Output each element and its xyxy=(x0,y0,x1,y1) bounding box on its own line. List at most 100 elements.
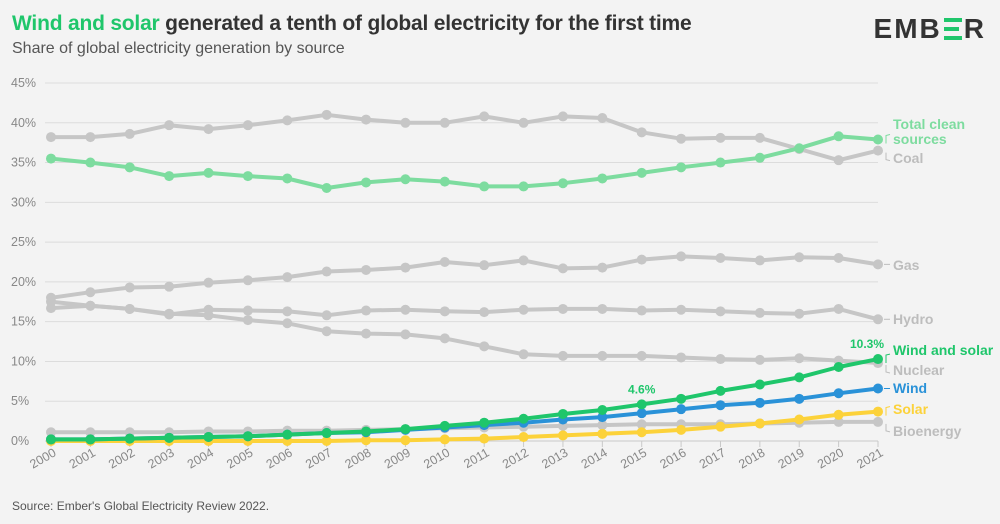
clean-point xyxy=(46,153,56,164)
coal-point xyxy=(676,133,687,144)
wind-point xyxy=(833,388,844,399)
nuclear-point xyxy=(557,350,568,361)
hydro-point xyxy=(873,314,883,325)
wind-point xyxy=(754,397,765,408)
coal-point xyxy=(557,111,568,122)
gas-point xyxy=(203,277,214,288)
gas-point xyxy=(833,253,844,264)
coal-point xyxy=(164,120,175,131)
gas-point xyxy=(479,260,490,271)
x-tick-label: 2014 xyxy=(579,445,610,471)
nuclear-point xyxy=(46,296,56,307)
nuclear-point xyxy=(439,333,450,344)
chart-title: Wind and solar generated a tenth of glob… xyxy=(12,12,692,36)
bioenergy-label: Bioenergy xyxy=(893,423,962,439)
series-gas xyxy=(46,251,883,303)
coal-point xyxy=(833,155,844,166)
solar-point xyxy=(676,424,687,435)
clean-point xyxy=(361,177,372,188)
gas-point xyxy=(439,257,450,267)
clean-point xyxy=(203,167,214,178)
solar-point xyxy=(636,427,647,438)
x-tick-label: 2008 xyxy=(342,445,373,471)
gas-point xyxy=(242,275,253,286)
solar-point xyxy=(361,435,372,446)
gas-point xyxy=(636,254,647,265)
nuclear-point xyxy=(85,300,96,311)
hydro-point xyxy=(715,306,726,317)
hydro-point xyxy=(833,303,844,314)
x-tick-label: 2015 xyxy=(618,445,649,471)
clean-point xyxy=(85,157,96,168)
y-tick-label: 5% xyxy=(11,394,29,408)
wind_solar-point xyxy=(518,413,529,424)
y-tick-label: 30% xyxy=(11,195,36,209)
wind_solar-point xyxy=(164,432,175,443)
wind-point xyxy=(873,383,883,394)
clean-point xyxy=(833,131,844,142)
clean-point xyxy=(873,134,883,145)
chart-title-highlight: Wind and solar xyxy=(12,12,160,35)
hydro-point xyxy=(282,306,293,317)
nuclear-point xyxy=(597,350,608,361)
nuclear-point xyxy=(479,341,490,352)
hydro-point xyxy=(794,308,805,319)
nuclear-point xyxy=(400,329,411,340)
wind-label: Wind xyxy=(893,380,927,396)
wind_solar-point xyxy=(597,404,608,415)
coal-point xyxy=(85,132,96,143)
solar-point xyxy=(794,414,805,425)
solar-point xyxy=(321,436,332,446)
wind_solar-point xyxy=(636,399,647,410)
wind_solar-point xyxy=(479,417,490,428)
wind-point xyxy=(597,412,608,423)
clean-point xyxy=(676,162,687,173)
hydro-point xyxy=(597,303,608,314)
logo-text-right: R xyxy=(963,13,986,44)
clean-point xyxy=(557,178,568,189)
wind-point xyxy=(636,408,647,419)
wind-point xyxy=(794,393,805,404)
coal-point xyxy=(873,145,883,156)
gas-point xyxy=(321,266,332,277)
data-label: 10.3% xyxy=(850,337,884,351)
wind_solar-point xyxy=(361,426,372,437)
clean-point xyxy=(164,171,175,182)
y-tick-label: 15% xyxy=(11,315,36,329)
clean-point xyxy=(597,173,608,184)
hydro-point xyxy=(754,307,765,318)
gas-point xyxy=(794,252,805,263)
coal-point xyxy=(400,117,411,128)
wind_solar-point xyxy=(282,429,293,440)
x-tick-label: 2010 xyxy=(421,445,452,471)
logo-text-left: EMB xyxy=(873,13,942,44)
solar-line xyxy=(49,409,880,443)
nuclear-point xyxy=(754,354,765,365)
x-tick-label: 2009 xyxy=(382,445,413,471)
wind_solar-label-connector xyxy=(885,353,891,364)
x-tick-label: 2002 xyxy=(106,445,137,471)
y-tick-label: 0% xyxy=(11,434,29,448)
series-labels: Coal Gas Hydro Nuclear Bioenergy Solar Wind Win… xyxy=(884,116,994,439)
coal-point xyxy=(242,120,253,131)
series-lines xyxy=(46,109,883,446)
nuclear-point xyxy=(282,318,293,329)
solar-point xyxy=(873,406,883,417)
hydro-point xyxy=(242,305,253,316)
nuclear-point xyxy=(676,352,687,363)
clean-point xyxy=(754,152,765,163)
series-clean xyxy=(46,131,883,194)
solar-point xyxy=(597,428,608,439)
clean-point xyxy=(794,143,805,154)
wind_solar-point xyxy=(400,424,411,435)
coal-point xyxy=(46,132,56,143)
nuclear-line xyxy=(49,299,880,365)
clean-label: sources xyxy=(893,131,947,147)
coal-label: Coal xyxy=(893,150,923,166)
clean-line xyxy=(49,134,880,190)
wind_solar-point xyxy=(833,362,844,373)
chart-subtitle: Share of global electricity generation b… xyxy=(12,40,345,57)
logo-e-mark-icon xyxy=(943,18,962,40)
bioenergy-point xyxy=(85,427,96,438)
wind-point xyxy=(676,404,687,415)
